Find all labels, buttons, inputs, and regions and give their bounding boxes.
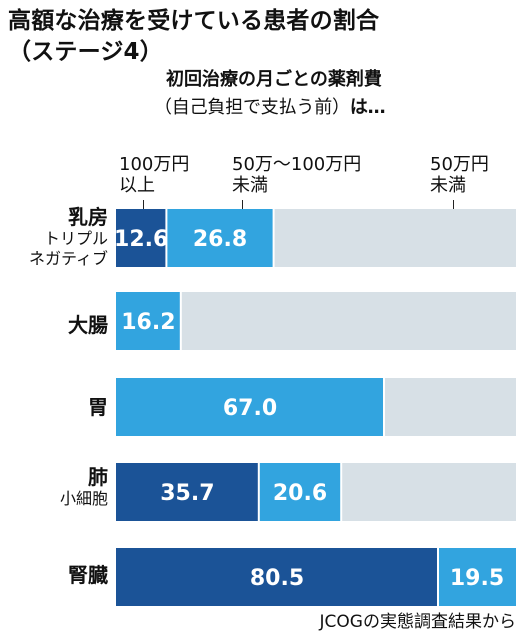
bar-segment-high bbox=[116, 548, 438, 606]
legend-high-pointer bbox=[143, 200, 144, 213]
bar-value-label: 12.6 bbox=[114, 227, 168, 252]
bar-segment-divider bbox=[257, 463, 260, 521]
category-subname: ネガティブ bbox=[28, 249, 108, 268]
legend-low-line1: 50万円 bbox=[430, 154, 489, 175]
chart-subtitle-note: （自己負担で支払う前）は… bbox=[154, 96, 386, 120]
bar-segment-divider bbox=[165, 209, 168, 267]
category-name: 胃 bbox=[88, 395, 108, 419]
chart-subtitle: 初回治療の月ごとの薬剤費 bbox=[166, 69, 382, 90]
bar-segment-divider bbox=[272, 209, 275, 267]
bar-value-label: 19.5 bbox=[450, 566, 504, 591]
legend-high: 100万円 以上 bbox=[119, 154, 189, 196]
bar-segment-low bbox=[273, 209, 516, 267]
bar-segment-mid bbox=[258, 463, 342, 521]
bar-segment-low bbox=[384, 378, 516, 436]
legend-low-pointer bbox=[453, 200, 454, 213]
bar-value-label: 80.5 bbox=[250, 566, 304, 591]
category-label-lung: 肺 小細胞 bbox=[60, 465, 108, 509]
chart-subtitle-tail: は… bbox=[349, 97, 386, 118]
bar-segment-low bbox=[341, 463, 516, 521]
bar-segment-divider bbox=[437, 548, 439, 606]
category-name: 肺 bbox=[88, 465, 108, 489]
bar-value-label: 16.2 bbox=[121, 310, 175, 335]
bar-value-label: 20.6 bbox=[273, 481, 327, 506]
category-subname: 小細胞 bbox=[59, 489, 108, 508]
chart-title-line2: （ステージ4） bbox=[8, 39, 163, 65]
bar-value-label: 26.8 bbox=[193, 227, 247, 252]
legend-mid-line1: 50万～100万円 bbox=[232, 154, 362, 175]
legend-low-line2: 未満 bbox=[430, 175, 466, 196]
bar-segment-mid bbox=[438, 548, 516, 606]
category-label-colon: 大腸 bbox=[68, 313, 108, 337]
bar-segment-mid bbox=[116, 292, 181, 350]
legend-mid-pointer bbox=[242, 200, 243, 213]
category-name: 腎臓 bbox=[68, 563, 108, 587]
chart-title: 高額な治療を受けている患者の割合 （ステージ4） bbox=[8, 6, 379, 68]
category-label-kidney: 腎臓 bbox=[68, 563, 108, 587]
bar-segment-high bbox=[116, 463, 259, 521]
category-label-stomach: 胃 bbox=[88, 395, 108, 419]
bar-segment-high bbox=[116, 209, 167, 267]
legend-high-line2: 以上 bbox=[119, 175, 155, 196]
legend-high-line1: 100万円 bbox=[119, 154, 190, 175]
bar-segment-mid bbox=[166, 209, 274, 267]
bar-segment-divider bbox=[383, 378, 385, 436]
category-label-breast: 乳房 トリプル ネガティブ bbox=[29, 205, 108, 269]
legend-mid-line2: 未満 bbox=[232, 175, 268, 196]
bar-segment-low bbox=[180, 292, 517, 350]
bar-value-label: 35.7 bbox=[160, 481, 214, 506]
bar-value-label: 67.0 bbox=[223, 396, 277, 421]
category-name: 大腸 bbox=[68, 313, 108, 337]
chart-subtitle-paren: （自己負担で支払う前） bbox=[154, 97, 350, 118]
legend-mid: 50万～100万円 未満 bbox=[232, 154, 361, 196]
category-name: 乳房 bbox=[68, 205, 108, 229]
source-note: JCOGの実態調査結果から bbox=[319, 612, 516, 632]
chart-title-line1: 高額な治療を受けている患者の割合 bbox=[8, 8, 380, 34]
bar-segment-divider bbox=[340, 463, 343, 521]
legend-low: 50万円 未満 bbox=[430, 154, 489, 196]
bar-segment-mid bbox=[116, 378, 384, 436]
category-subname: トリプル bbox=[43, 229, 108, 248]
bar-segment-divider bbox=[179, 292, 182, 350]
